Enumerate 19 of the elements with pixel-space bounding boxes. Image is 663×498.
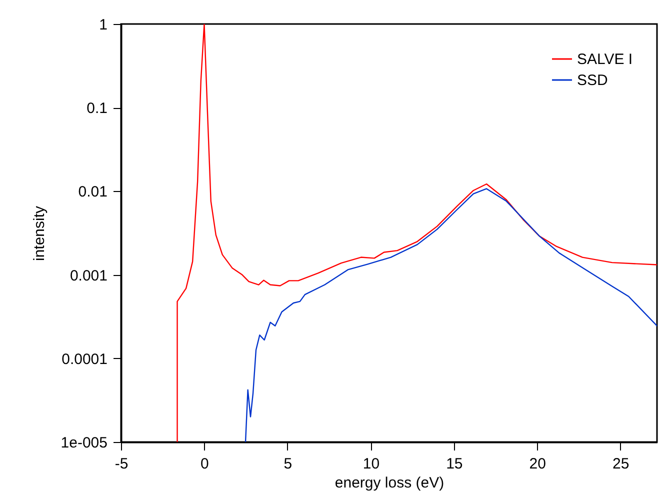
line-series [244,188,657,442]
y-tick-label: 0.1 [86,100,108,118]
x-tick-label: 20 [529,456,546,472]
y-tick-label: 0.001 [70,267,108,284]
x-tick-label: 15 [446,456,463,472]
x-tick-label: 0 [200,456,209,472]
legend-label: SSD [577,72,608,89]
y-tick-label: 1 [99,16,108,34]
x-tick-label: -5 [114,456,128,472]
x-tick-label: 25 [612,456,630,472]
y-tick-label: 0.01 [78,184,108,201]
x-tick-label: 10 [362,456,380,472]
legend-label: SALVE I [577,51,633,68]
x-axis-title: energy loss (eV) [334,474,444,492]
x-tick-label: 5 [284,456,292,472]
y-tick-label: 0.0001 [62,350,108,368]
y-axis-title: intensity [30,205,48,262]
y-tick-label: 1e-005 [60,434,108,452]
line-series [176,24,657,442]
